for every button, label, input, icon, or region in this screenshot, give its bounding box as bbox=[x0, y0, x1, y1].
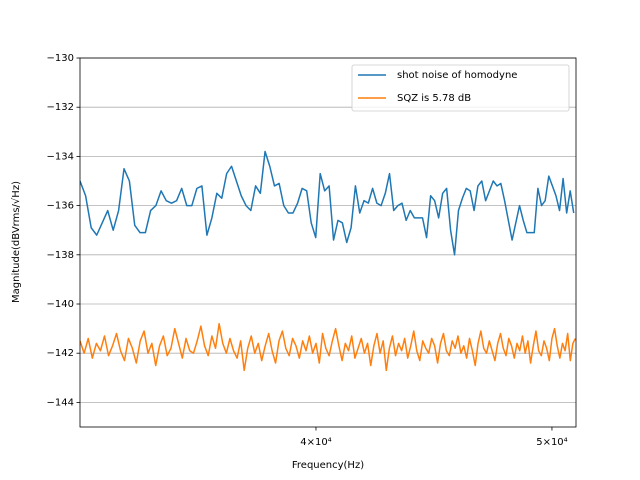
legend-box bbox=[351, 64, 570, 112]
y-tick-label: −144 bbox=[47, 397, 74, 408]
y-tick-label: −130 bbox=[47, 53, 74, 64]
legend: shot noise of homodyne SQZ is 5.78 dB bbox=[351, 64, 570, 112]
legend-label: SQZ is 5.78 dB bbox=[397, 93, 471, 104]
legend-label: shot noise of homodyne bbox=[397, 70, 517, 81]
series-line bbox=[80, 150, 575, 256]
ticks: −144 −142 −140 −138 −136 −134 −132 −130 4×10⁴ 5×1… bbox=[47, 53, 568, 448]
y-tick-label: −132 bbox=[47, 102, 74, 113]
y-tick-label: −140 bbox=[47, 299, 74, 310]
x-axis-label: Frequency(Hz) bbox=[292, 460, 364, 471]
y-tick-label: −134 bbox=[47, 151, 74, 162]
x-tick-label: 4×10⁴ bbox=[300, 437, 331, 448]
axes-frame bbox=[79, 57, 577, 428]
series-line bbox=[80, 322, 576, 372]
y-tick-label: −136 bbox=[47, 201, 74, 212]
y-tick-label: −142 bbox=[47, 348, 74, 359]
y-axis-label: Magnitude(dBVrms/√Hz) bbox=[11, 181, 22, 303]
y-tick-label: −138 bbox=[47, 250, 74, 261]
x-tick-label: 5×10⁴ bbox=[536, 437, 567, 448]
plot bbox=[80, 150, 576, 372]
